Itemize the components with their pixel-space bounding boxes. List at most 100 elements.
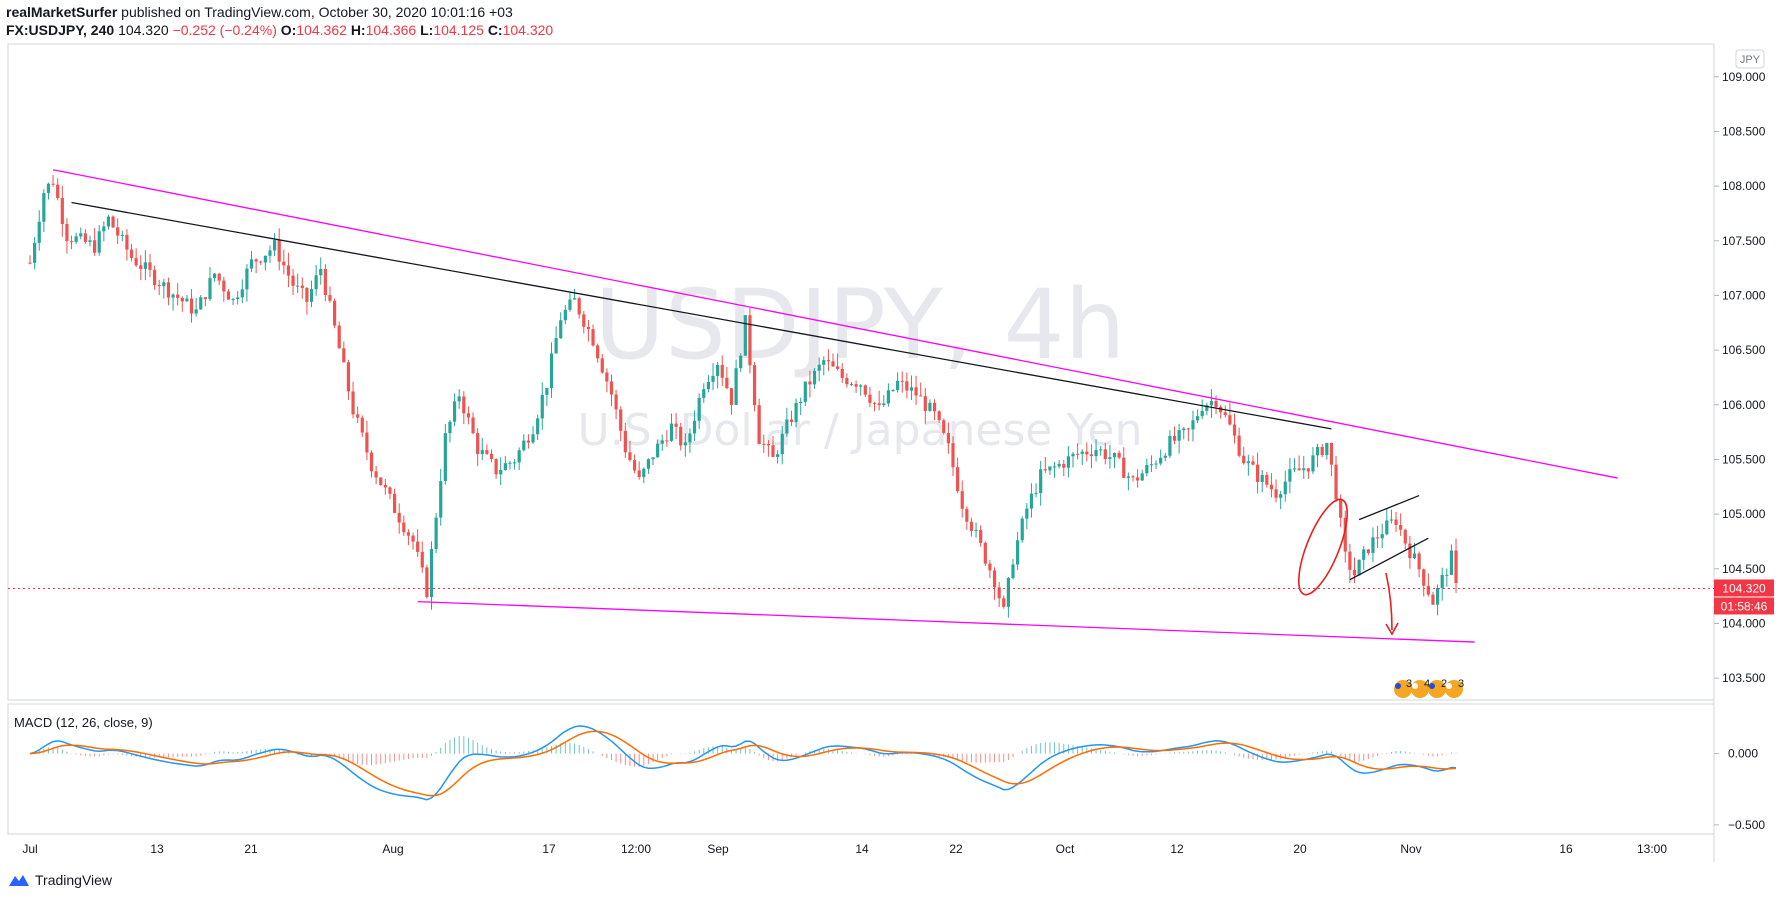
candle-body (1417, 553, 1421, 570)
tradingview-logo-icon[interactable] (8, 873, 30, 887)
candle-body (1357, 559, 1361, 576)
candle-body (83, 233, 87, 242)
red-arrow-line[interactable] (1385, 572, 1393, 631)
chart-canvas[interactable]: USDJPY, 4h U.S. Dollar / Japanese Yen 10… (0, 0, 1788, 870)
price-tick-label: 107.500 (1722, 234, 1766, 248)
candle-body (1071, 453, 1075, 457)
trendline-upper-resistance[interactable] (52, 169, 1618, 479)
currency-badge-text: JPY (1740, 54, 1761, 66)
candle-body (1117, 452, 1121, 458)
candle-body (572, 298, 577, 300)
candle-body (1043, 469, 1047, 471)
candle-body (536, 418, 540, 435)
candle-body (1315, 446, 1320, 456)
candle-body (1228, 415, 1232, 425)
candle-body (872, 402, 877, 404)
jp-flag-icon (1446, 683, 1452, 689)
trendline-inner-resistance[interactable] (71, 201, 1332, 430)
candle-body (125, 234, 129, 250)
candle-body (328, 295, 332, 301)
candle-body (1103, 449, 1107, 460)
candle-body (471, 417, 475, 434)
candle-body (517, 450, 521, 463)
candle-body (1348, 551, 1352, 570)
candle-body (291, 275, 295, 286)
currency-badge[interactable]: JPY (1735, 49, 1765, 69)
candle-body (628, 452, 632, 461)
trendline-lower-support[interactable] (417, 600, 1475, 643)
candle-body (489, 453, 494, 459)
trendline-channel-bottom[interactable] (1349, 537, 1429, 581)
candle-body (1255, 464, 1260, 482)
candle-body (946, 433, 950, 444)
candle-body (1099, 449, 1103, 451)
annotations[interactable] (1289, 494, 1399, 636)
events-badges[interactable]: 3 4 2 3 (1394, 678, 1464, 698)
candle-body (900, 380, 904, 382)
candle-body (185, 298, 189, 302)
candle-body (392, 493, 397, 513)
symbol-label[interactable]: FX:USDJPY, 240 (6, 22, 115, 38)
candle-body (282, 261, 286, 266)
candle-body (817, 364, 821, 371)
macd-label[interactable]: MACD (12, 26, close, 9) (14, 715, 153, 730)
candle-body (836, 366, 840, 369)
candle-body (249, 259, 254, 269)
candle-body (1242, 455, 1246, 464)
price-tick-label: 103.500 (1722, 671, 1766, 685)
candle-body (296, 285, 300, 287)
candle-body (932, 402, 937, 412)
candle-body (411, 535, 415, 542)
candle-body (554, 338, 558, 354)
time-tick-label: Nov (1400, 842, 1421, 856)
price-axis[interactable]: 109.000 108.500 108.000 107.500 107.000 106.5… (1714, 70, 1766, 685)
candle-body (812, 370, 817, 385)
candle-body (383, 485, 387, 488)
candle-body (960, 491, 964, 509)
red-highlight-ellipse[interactable] (1289, 494, 1357, 601)
candle-body (928, 402, 932, 411)
candle-body (1126, 476, 1130, 478)
candle-body (688, 433, 692, 443)
candle-body (1389, 519, 1394, 521)
candle-body (33, 242, 37, 263)
candle-body (637, 470, 641, 478)
candle-body (176, 294, 180, 298)
candle-body (822, 360, 826, 365)
trendline-drawings[interactable] (52, 169, 1618, 643)
macd-indicator (29, 725, 1457, 801)
candle-body (582, 314, 586, 327)
event-count-2: 4 (1424, 678, 1430, 690)
price-tick-label: 109.000 (1722, 70, 1766, 84)
candle-body (116, 227, 120, 236)
candle-body (60, 197, 64, 224)
candle-body (679, 426, 683, 446)
candle-body (1112, 452, 1117, 458)
candle-body (406, 532, 411, 536)
candle-body (1177, 430, 1181, 441)
candle-body (623, 430, 627, 453)
macd-line (29, 725, 1457, 801)
candle-body (162, 282, 166, 287)
candle-body (725, 377, 729, 389)
footer-brand[interactable]: TradingView (35, 872, 113, 888)
candle-body (808, 381, 812, 385)
candle-body (1454, 550, 1458, 584)
candle-body (397, 512, 401, 523)
candle-body (748, 315, 752, 366)
candle-body (559, 320, 563, 339)
candle-body (1076, 453, 1080, 455)
candle-body (849, 384, 854, 386)
candle-body (1039, 469, 1043, 493)
publisher-name[interactable]: realMarketSurfer (6, 4, 118, 20)
candle-body (614, 394, 618, 410)
time-axis[interactable]: Jul 13 21 Aug 17 12:00 Sep 14 22 Oct 12 20 Nov 16 13:0… (22, 842, 1667, 856)
candle-body (734, 368, 738, 405)
trendline-channel-top[interactable] (1358, 494, 1420, 521)
candle-body (508, 462, 512, 464)
candle-body (1205, 405, 1209, 411)
candle-body (1186, 428, 1190, 430)
candle-body (983, 542, 987, 564)
candle-body (1283, 481, 1287, 495)
candle-body (263, 255, 267, 263)
